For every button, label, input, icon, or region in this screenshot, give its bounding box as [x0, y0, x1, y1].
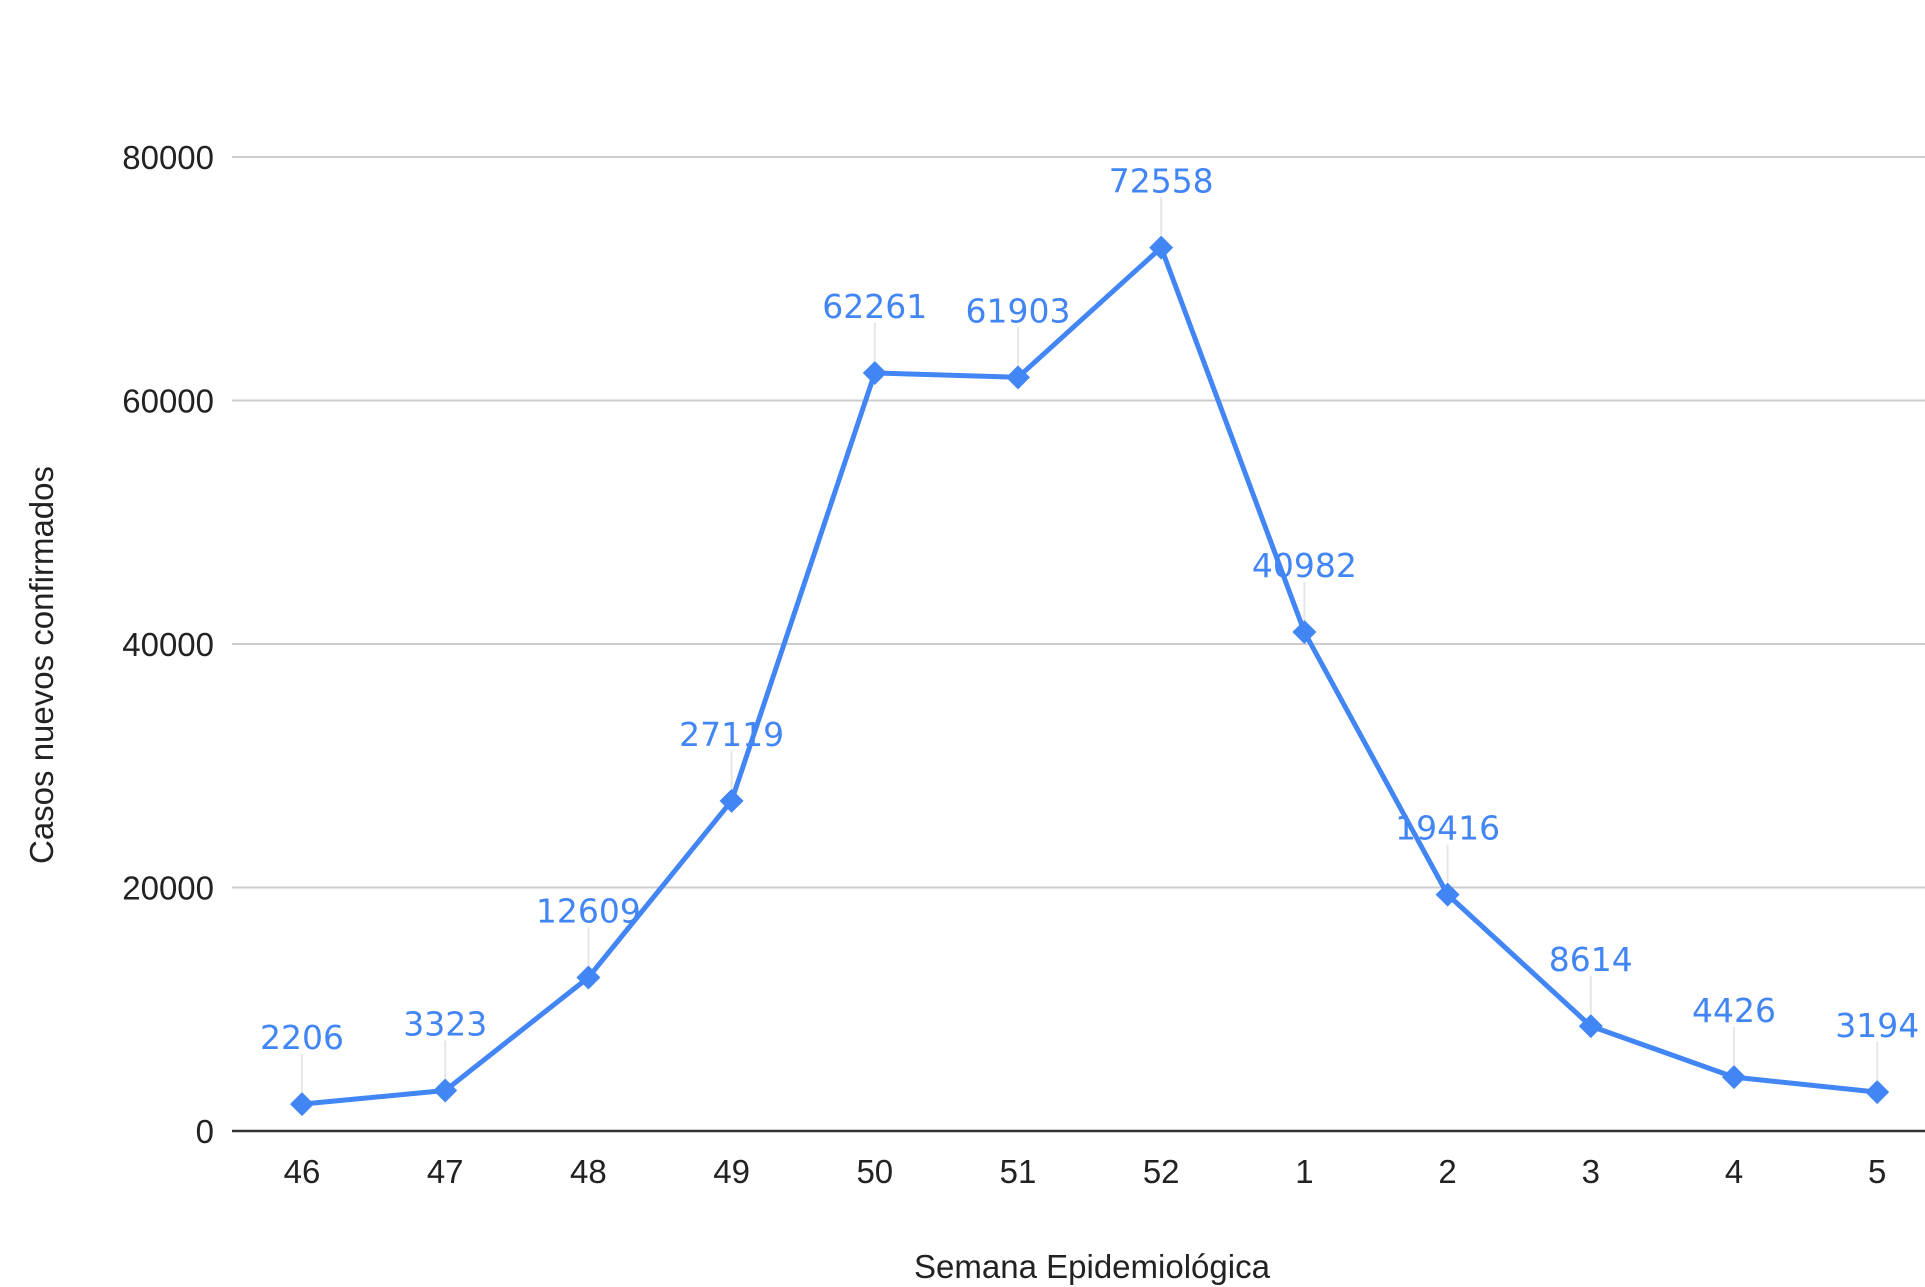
y-axis-ticks: 0 20000 40000 60000 80000	[122, 139, 214, 1150]
data-point-marker	[433, 1078, 458, 1103]
data-label: 40982	[1252, 546, 1357, 585]
x-tick-label: 48	[570, 1153, 607, 1190]
data-label: 62261	[822, 287, 927, 326]
data-label: 2206	[260, 1018, 344, 1057]
x-tick-label: 49	[713, 1153, 750, 1190]
x-tick-label: 3	[1582, 1153, 1600, 1190]
y-axis-title: Casos nuevos confirmados	[23, 466, 60, 864]
y-tick-label: 60000	[122, 383, 214, 420]
data-point-marker	[576, 965, 601, 990]
data-point-marker	[1722, 1065, 1746, 1090]
x-tick-label: 4	[1725, 1153, 1743, 1190]
x-tick-label: 2	[1438, 1153, 1456, 1190]
data-label: 3194	[1835, 1006, 1919, 1045]
data-label: 19416	[1395, 809, 1500, 848]
data-labels: 2206 3323 12609 27119 62261 61903 72558 40982 19…	[260, 162, 1919, 1093]
data-point-marker	[1149, 235, 1174, 260]
data-point-marker	[1435, 882, 1460, 907]
x-tick-label: 50	[856, 1153, 893, 1190]
gridlines	[232, 156, 1925, 1133]
x-axis-ticks: 46 47 48 49 50 51 52 1 2 3 4 5	[284, 1153, 1887, 1190]
series-markers	[290, 235, 1890, 1117]
x-tick-label: 51	[1000, 1153, 1037, 1190]
data-point-marker	[290, 1092, 314, 1117]
series-line	[299, 245, 1880, 1107]
x-axis-title: Semana Epidemiológica	[914, 1248, 1271, 1285]
data-label: 8614	[1549, 940, 1633, 979]
data-point-marker	[1006, 365, 1030, 390]
data-point-marker	[1578, 1014, 1603, 1039]
series-line-group	[299, 245, 1880, 1107]
data-label: 61903	[966, 291, 1071, 330]
y-tick-label: 0	[196, 1113, 214, 1150]
y-tick-label: 40000	[122, 626, 214, 663]
data-point-marker	[1292, 620, 1317, 645]
x-tick-label: 5	[1868, 1153, 1886, 1190]
y-tick-label: 80000	[122, 139, 214, 176]
data-label: 4426	[1692, 991, 1776, 1030]
data-point-marker	[719, 788, 744, 813]
x-tick-label: 52	[1143, 1153, 1180, 1190]
data-label: 72558	[1109, 162, 1214, 201]
y-tick-label: 20000	[122, 870, 214, 907]
data-point-marker	[1865, 1080, 1890, 1105]
data-label: 12609	[536, 891, 641, 930]
data-label: 3323	[403, 1005, 487, 1044]
x-tick-label: 1	[1295, 1153, 1313, 1190]
x-tick-label: 46	[284, 1153, 321, 1190]
x-tick-label: 47	[427, 1153, 464, 1190]
data-label: 27119	[679, 715, 784, 754]
data-point-marker	[862, 360, 887, 385]
